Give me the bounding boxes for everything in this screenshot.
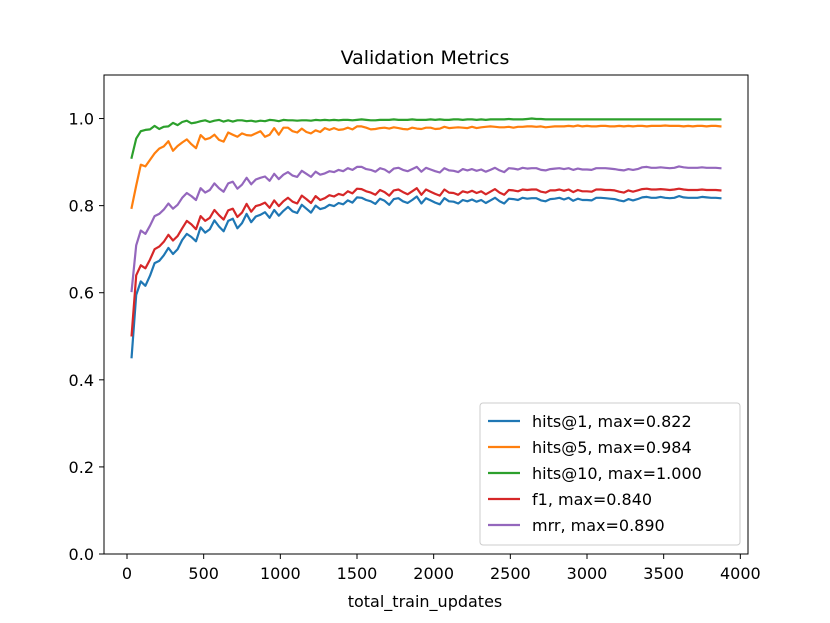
y-tick-label: 0.8 (69, 197, 94, 216)
x-tick-label: 2000 (413, 564, 454, 583)
chart-title: Validation Metrics (341, 47, 510, 69)
legend-label-hits-at-5: hits@5, max=0.984 (532, 438, 692, 457)
series-line-hits-at-5 (130, 124, 722, 210)
plot-frame (103, 74, 749, 555)
x-tick-label: 3500 (643, 564, 684, 583)
x-tick-label: 500 (188, 564, 219, 583)
x-axis-label: total_train_updates (348, 592, 503, 612)
series-line-hits-at-1 (130, 195, 722, 359)
legend-label-hits-at-1: hits@1, max=0.822 (532, 412, 692, 431)
y-tick-label: 0.4 (69, 371, 94, 390)
x-tick-label: 1000 (260, 564, 301, 583)
x-tick-label: 0 (122, 564, 132, 583)
x-tick-label: 2500 (490, 564, 531, 583)
x-tick-label: 3000 (567, 564, 608, 583)
legend-label-mrr: mrr, max=0.890 (532, 516, 665, 535)
y-tick-label: 0.6 (69, 284, 94, 303)
legend-label-hits-at-10: hits@10, max=1.000 (532, 464, 702, 483)
x-axis: 0 500 1000 1500 2000 2500 3000 3500 4000 (122, 554, 761, 583)
series-line-mrr (130, 165, 722, 293)
y-tick-label: 0.2 (69, 458, 94, 477)
legend-box (479, 402, 741, 546)
legend: hits@1, max=0.822 hits@5, max=0.984 hits@1… (479, 402, 741, 546)
legend-label-f1: f1, max=0.840 (532, 490, 652, 509)
series-line-f1 (130, 187, 722, 337)
y-tick-label: 1.0 (69, 110, 94, 129)
x-tick-label: 4000 (720, 564, 761, 583)
y-axis: 0.0 0.2 0.4 0.6 0.8 1.0 (69, 110, 104, 564)
y-tick-label: 0.0 (69, 545, 94, 564)
x-tick-label: 1500 (337, 564, 378, 583)
series-line-hits-at-10 (130, 117, 722, 160)
plot-area (103, 74, 749, 555)
